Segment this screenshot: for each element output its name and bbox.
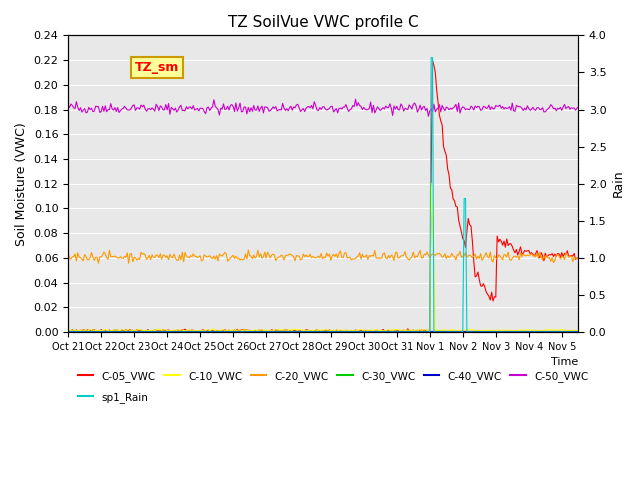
C-20_VWC [575,254,582,260]
C-50_VWC [441,108,449,114]
C-05_VWC [429,57,436,63]
C-05_VWC [324,328,332,334]
sp1_Rain [148,329,156,335]
C-05_VWC [575,255,582,261]
C-50_VWC [148,105,156,111]
C-10_VWC [428,180,435,186]
C-20_VWC [244,247,252,253]
C-40_VWC [575,328,582,334]
sp1_Rain [129,329,136,335]
sp1_Rain [64,329,72,335]
C-50_VWC [324,107,332,112]
Y-axis label: Rain: Rain [612,170,625,197]
C-50_VWC [575,104,582,110]
C-10_VWC [539,328,547,334]
Line: C-05_VWC: C-05_VWC [68,60,579,333]
C-40_VWC [64,328,72,334]
C-50_VWC [129,103,136,108]
C-30_VWC [129,328,136,334]
C-50_VWC [64,102,72,108]
C-10_VWC [148,327,156,333]
C-10_VWC [324,327,332,333]
C-30_VWC [148,328,156,334]
C-40_VWC [563,328,571,334]
Line: C-50_VWC: C-50_VWC [68,99,579,116]
C-10_VWC [566,327,574,333]
Title: TZ SoilVue VWC profile C: TZ SoilVue VWC profile C [228,15,419,30]
C-10_VWC [440,327,447,333]
C-20_VWC [441,251,449,256]
C-20_VWC [64,250,72,255]
Line: C-10_VWC: C-10_VWC [68,183,579,331]
C-40_VWC [236,328,244,334]
C-20_VWC [566,253,574,259]
C-50_VWC [566,107,574,112]
C-20_VWC [327,257,335,263]
C-10_VWC [129,328,136,334]
C-05_VWC [129,327,136,333]
C-40_VWC [324,328,332,334]
sp1_Rain [324,329,332,335]
C-10_VWC [236,327,244,333]
C-40_VWC [438,328,446,334]
C-40_VWC [129,328,136,334]
X-axis label: Time: Time [551,357,579,367]
C-30_VWC [563,328,571,334]
Line: C-20_VWC: C-20_VWC [68,250,579,263]
C-05_VWC [566,253,574,259]
C-05_VWC [64,328,72,334]
C-20_VWC [131,254,138,260]
sp1_Rain [428,55,435,60]
Y-axis label: Soil Moisture (VWC): Soil Moisture (VWC) [15,122,28,246]
sp1_Rain [565,329,573,335]
C-30_VWC [575,328,582,334]
C-20_VWC [237,256,245,262]
sp1_Rain [440,329,447,335]
C-30_VWC [438,328,446,334]
C-05_VWC [371,330,379,336]
C-10_VWC [64,327,72,333]
C-20_VWC [150,254,157,260]
C-20_VWC [95,260,102,266]
C-05_VWC [148,328,156,334]
Line: sp1_Rain: sp1_Rain [68,58,579,332]
sp1_Rain [575,329,582,335]
C-50_VWC [352,96,360,102]
C-05_VWC [441,149,449,155]
Text: TZ_sm: TZ_sm [134,61,179,74]
C-40_VWC [148,328,156,334]
C-10_VWC [575,327,582,333]
Legend: sp1_Rain: sp1_Rain [74,388,152,407]
sp1_Rain [236,329,244,335]
C-30_VWC [324,328,332,334]
C-05_VWC [236,328,244,334]
C-50_VWC [424,113,432,119]
C-30_VWC [236,328,244,334]
C-50_VWC [236,100,244,106]
C-30_VWC [64,328,72,334]
